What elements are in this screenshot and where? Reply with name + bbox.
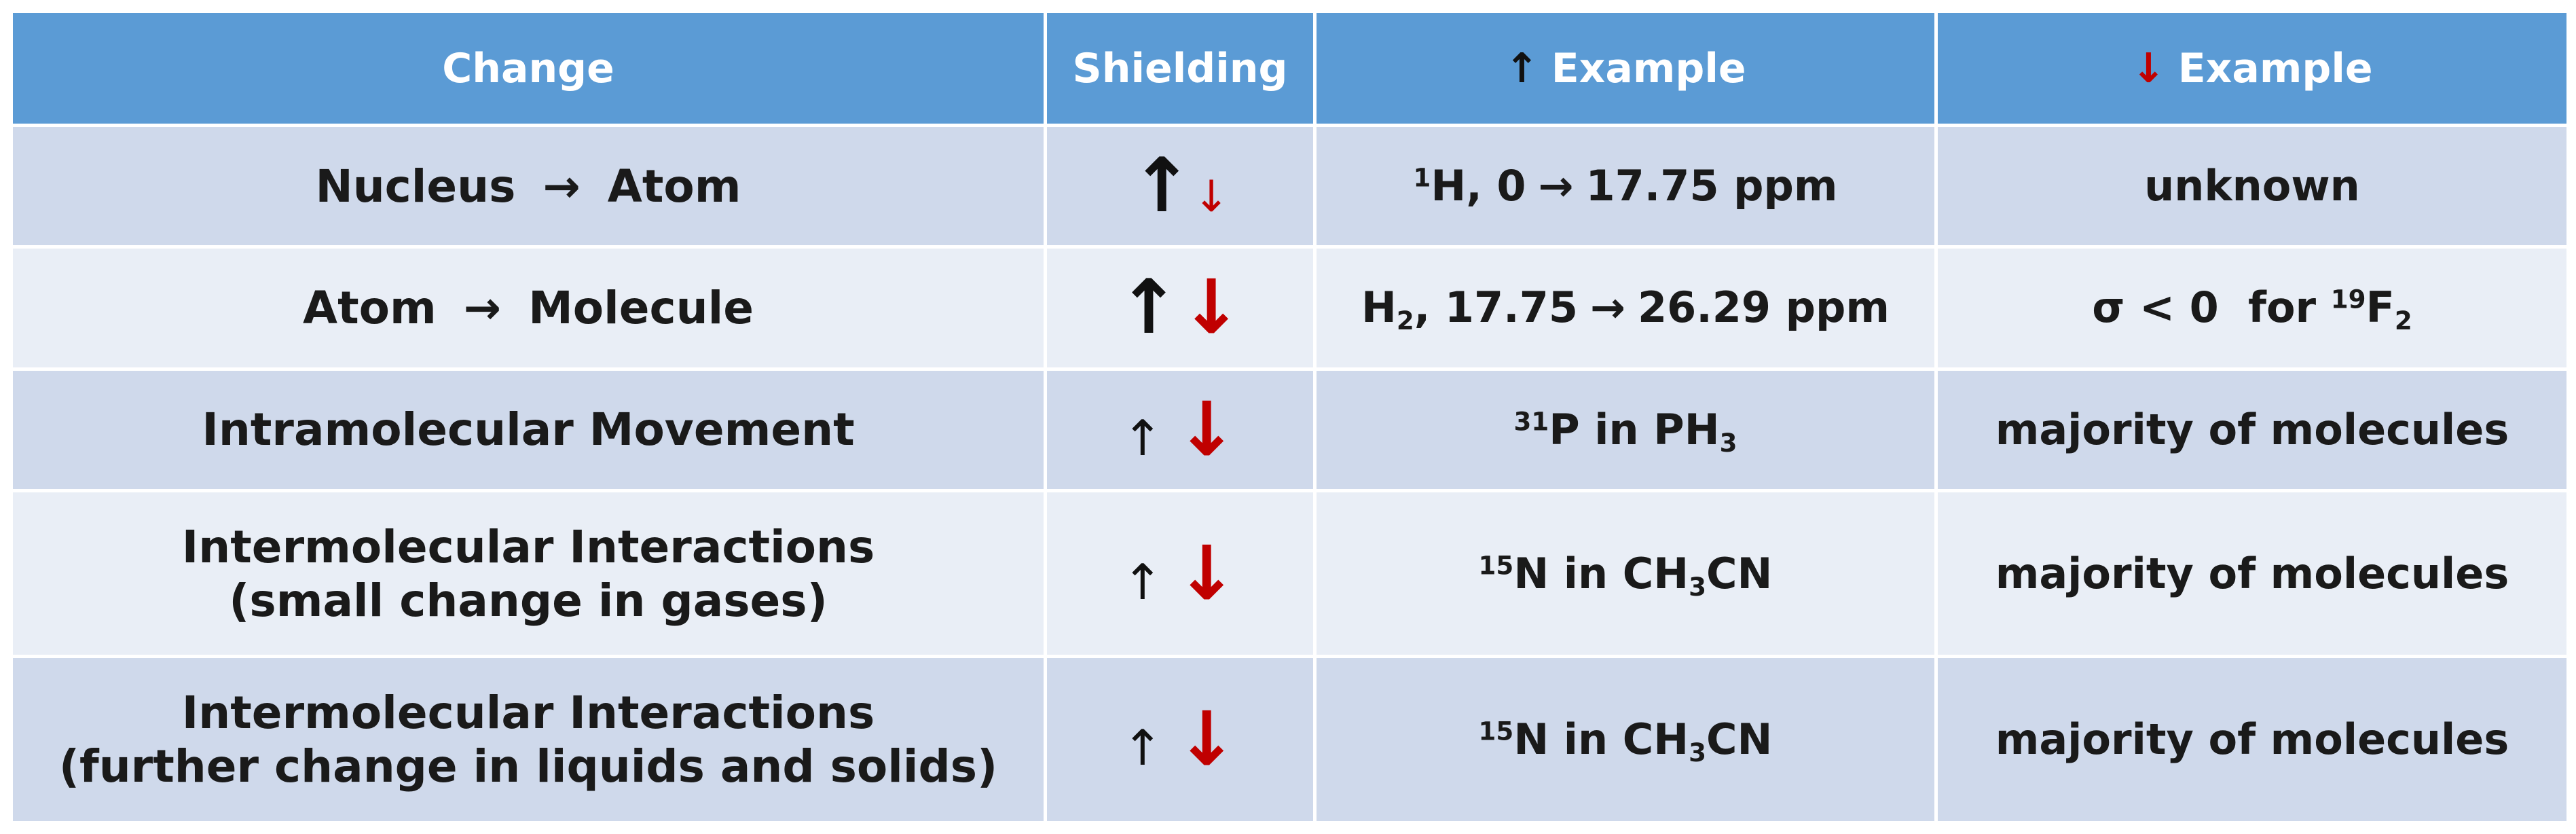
down-example-cell: majority of molecules [1934,488,2570,659]
isotope-sup: 15 [1478,550,1514,581]
header-down-example: ↓ Example [1934,10,2570,127]
up-example-cell: 15N in CH3CN [1313,488,1938,659]
table-row: Atom → Molecule ↑↓ H2, 17.75 → 26.29 ppm σ <… [10,245,2570,371]
change-cell: Intramolecular Movement [10,367,1047,492]
change-from: Atom [303,281,437,334]
table-row: Intermolecular Interactions (small chang… [10,488,2570,659]
change-note: (further change in liquids and solids) [58,740,998,793]
up-example-cell: 31P in PH3 [1313,367,1938,492]
change-cell: Nucleus → Atom [10,123,1047,249]
subscript: 3 [1689,738,1707,768]
example-text: , 17.75 [1414,283,1578,333]
change-text: Intermolecular Interactions [181,687,875,740]
header-up-example: ↑ Example [1313,10,1938,127]
up-arrow-icon: ↑ [1130,142,1194,230]
up-arrow-icon: ↑ [1122,409,1164,467]
change-text: Intramolecular Movement [202,403,855,456]
example-text: H, 0 [1431,160,1526,211]
up-arrow-icon: ↑ [1117,264,1180,351]
down-arrow-icon: ↓ [1175,695,1238,783]
down-example-text: σ < 0 for [2092,283,2331,333]
example-value: 17.75 ppm [1585,160,1838,211]
down-example-text: majority of molecules [1995,548,2509,598]
change-cell: Atom → Molecule [10,245,1047,371]
down-example-cell: σ < 0 for 19F2 [1934,245,2570,371]
shielding-table: Change Shielding ↑ Example ↓ Example Nucle… [10,10,2570,824]
shielding-cell: ↑↓ [1044,245,1317,371]
shielding-table-container: Change Shielding ↑ Example ↓ Example Nucle… [10,10,2570,824]
element-symbol: F [2366,283,2395,333]
down-arrow-icon: ↓ [1193,172,1230,223]
shielding-cell: ↑↓ [1044,655,1317,824]
change-to: Molecule [528,281,754,334]
up-arrow-icon: ↑ [1122,719,1164,777]
change-note: (small change in gases) [229,574,828,627]
table-row: Intramolecular Movement ↑ ↓ 31P in PH3 ma… [10,367,2570,492]
up-example-cell: 15N in CH3CN [1313,655,1938,824]
down-example-text: unknown [2144,160,2360,211]
isotope-sup: 19 [2330,284,2366,314]
example-text: H [1361,283,1397,333]
subscript: 2 [2394,306,2412,336]
example-text: CN [1706,714,1773,765]
down-example-text: majority of molecules [1995,404,2509,454]
up-example-cell: 1H, 0 → 17.75 ppm [1313,123,1938,249]
change-to: Atom [607,160,741,213]
change-cell: Intermolecular Interactions (small chang… [10,488,1047,659]
header-change-label: Change [442,44,614,92]
shielding-cell: ↑↓ [1044,123,1317,249]
right-arrow-icon: → [1590,283,1625,333]
header-up-example-label: Example [1551,44,1746,92]
subscript: 2 [1396,306,1414,336]
down-arrow-icon: ↓ [1175,385,1238,473]
subscript: 3 [1719,427,1737,458]
isotope-sup: 15 [1478,716,1514,746]
example-text: N in CH [1513,714,1689,765]
header-change: Change [10,10,1047,127]
isotope-sup: 31 [1513,406,1549,437]
right-arrow-icon: → [463,281,502,334]
down-example-cell: majority of molecules [1934,655,2570,824]
up-example-cell: H2, 17.75 → 26.29 ppm [1313,245,1938,371]
example-text: P in PH [1549,404,1720,454]
right-arrow-icon: → [542,160,581,213]
change-from: Nucleus [315,160,516,213]
right-arrow-icon: → [1538,160,1574,211]
down-arrow-icon: ↓ [2131,44,2166,92]
isotope-sup: 1 [1413,162,1431,193]
down-example-cell: majority of molecules [1934,367,2570,492]
down-example-text: majority of molecules [1995,714,2509,765]
header-down-example-label: Example [2177,44,2373,92]
subscript: 3 [1689,571,1707,602]
down-arrow-icon: ↓ [1175,529,1238,617]
example-text: CN [1706,548,1773,598]
header-shielding: Shielding [1044,10,1317,127]
table-row: Nucleus → Atom ↑↓ 1H, 0 → 17.75 ppm unknown [10,123,2570,249]
up-arrow-icon: ↑ [1505,44,1539,92]
down-example-cell: unknown [1934,123,2570,249]
example-value: 26.29 ppm [1637,283,1890,333]
change-text: Intermolecular Interactions [181,520,875,573]
header-row: Change Shielding ↑ Example ↓ Example [10,10,2570,127]
table-row: Intermolecular Interactions (further cha… [10,655,2570,824]
down-arrow-icon: ↓ [1180,264,1243,351]
header-shielding-label: Shielding [1072,44,1288,92]
up-arrow-icon: ↑ [1122,553,1164,611]
shielding-cell: ↑↓ [1044,367,1317,492]
shielding-cell: ↑↓ [1044,488,1317,659]
example-text: N in CH [1513,548,1689,598]
change-cell: Intermolecular Interactions (further cha… [10,655,1047,824]
